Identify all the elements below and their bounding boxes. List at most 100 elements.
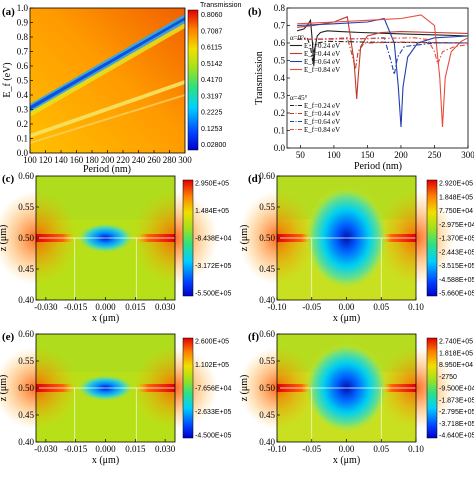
panel-e-x-tick-label: -0.030: [34, 444, 58, 454]
panel-f-colorbar-tick-label: -2.795E+05: [439, 409, 474, 416]
panel-e-y-ticks: 0.40 0.45 0.50 0.55 0.60: [18, 329, 39, 447]
panel-b-y-tick-label: 0.1: [274, 126, 285, 136]
panel-a-y-ticks: 0.0 0.1 0.2 0.3 0.4 0.5 0.6 0.7 0.8 0.9 1.0: [17, 3, 33, 158]
panel-b-x-tick-label: 50: [296, 150, 306, 160]
panel-a-x-tick-label: 100: [23, 155, 37, 165]
panel-d-colorbar-tick-label: 2.920E+05: [439, 181, 473, 188]
panel-f-colorbar-tick-label: -2750: [439, 374, 457, 381]
panel-d-x-ticks: -0.10 -0.05 0.00 0.05 0.10: [268, 297, 424, 312]
panel-f-x-tick-label: 0.00: [339, 444, 355, 454]
panel-a-colorbar-tick-label: 0.02800: [201, 142, 226, 149]
panel-e-x-tick-label: -0.015: [64, 444, 88, 454]
panel-a-x-tick-label: 240: [132, 155, 146, 165]
panel-b-y-tick-label: 0.6: [274, 38, 286, 48]
panel-a-colorbar: [187, 9, 199, 151]
panel-a-y-tick-label: 0.5: [17, 76, 29, 86]
panel-b: (b) 50 100 150 200 250 300 0.0 0.1 0.2 0.3 0.4 0.5…: [248, 3, 474, 172]
panel-a-x-tick-label: 260: [147, 155, 161, 165]
panel-d-y-tick-label: 0.50: [259, 233, 275, 243]
panel-b-frame: [286, 7, 469, 149]
panel-a-x-tick-label: 120: [39, 155, 53, 165]
panel-b-y-tick-label: 0.2: [274, 108, 285, 118]
panel-b-ylabel: Transmission: [254, 51, 265, 105]
panel-f-colorbar-tick-label: 8.950E+04: [439, 362, 473, 369]
panel-c-colorbar-tick-label: -8.438E+04: [195, 236, 231, 243]
panel-d-x-tick-label: -0.05: [302, 302, 321, 312]
panel-a-y-tick-label: 0.0: [17, 148, 29, 158]
panel-a-colorbar-tick-label: 0.2225: [201, 110, 223, 117]
panel-b-legend-entry: E_f=0.84 eV: [304, 66, 340, 74]
panel-f: (f) -0.10 -0.05 0.00 0.05 0.10 0.40 0.45 0.50 0.5…: [238, 329, 474, 466]
panel-b-x-tick-label: 150: [361, 150, 375, 160]
panel-a-colorbar-ticks: 0.8060 0.7087 0.6115 0.5142 0.4170 0.3197 0.22…: [201, 12, 226, 149]
panel-d-y-tick-label: 0.60: [259, 171, 275, 181]
panel-a-colorbar-tick-label: 0.5142: [201, 61, 223, 68]
panel-a-y-tick-label: 0.4: [17, 90, 29, 100]
panel-a-label: (a): [2, 6, 15, 18]
panel-d-ylabel: z (μm): [239, 225, 250, 252]
panel-a-x-tick-label: 180: [85, 155, 99, 165]
panel-e: (e)-0.030 -0.015 0.000 0.015 0.0300.400.450.…: [0, 329, 231, 466]
panel-c-ylabel: z (μm): [0, 225, 9, 252]
panel-f-x-tick-label: -0.10: [268, 444, 287, 454]
panel-d-x-tick-label: 0.00: [339, 302, 355, 312]
panel-d-x-tick-label: 0.10: [408, 302, 424, 312]
panel-d: (d) -0.10 -0.05 0.00 0.05 0.10 0.40 0.45 0.50 0.5…: [238, 171, 474, 324]
panel-f-colorbar: [426, 337, 438, 439]
panel-d-colorbar: [426, 179, 438, 297]
panel-c-x-tick-label: -0.015: [64, 302, 88, 312]
panel-a-x-ticks: 100 120 140 160 180 200 220 240 260 280 300: [23, 150, 192, 165]
panel-f-ylabel: z (μm): [239, 375, 250, 402]
panel-c-y-tick-label: 0.50: [18, 233, 34, 243]
panel-d-colorbar-tick-label: 7.750E+04: [439, 208, 473, 215]
panel-b-x-ticks: 50 100 150 200 250 300: [296, 145, 474, 160]
panel-d-colorbar-tick-label: -2.443E+05: [439, 249, 474, 256]
panel-d-xlabel: x (μm): [333, 313, 360, 324]
panel-a-colorbar-title: Transmission: [200, 2, 241, 9]
panel-f-x-tick-label: 0.10: [408, 444, 424, 454]
panel-b-legend-entry: E_f=0.44 eV: [304, 110, 340, 118]
panel-d-colorbar-tick-label: 1.848E+05: [439, 194, 473, 201]
panel-c-y-tick-label: 0.55: [18, 202, 34, 212]
panel-b-legend: α=0°E_f=0.24 eVE_f=0.44 eVE_f=0.64 eVE_f…: [290, 34, 340, 134]
panel-a-x-tick-label: 160: [70, 155, 84, 165]
panel-d-label: (d): [248, 173, 262, 185]
panel-a: (a) 100 120 140 160 180 200 220 240 260 280 300 0.…: [2, 2, 241, 175]
panel-e-label: (e): [2, 331, 15, 343]
panel-a-y-tick-label: 1.0: [17, 3, 29, 13]
panel-e-colorbar-tick-label: -4.500E+05: [195, 433, 231, 440]
panel-c-label: (c): [2, 173, 15, 185]
panel-e-colorbar-tick-label: -7.656E+04: [195, 386, 231, 393]
panel-f-y-tick-label: 0.60: [259, 329, 275, 339]
panel-a-colorbar-tick-label: 0.3197: [201, 93, 223, 100]
panel-f-y-ticks: 0.40 0.45 0.50 0.55 0.60: [259, 329, 280, 447]
panel-e-ylabel: z (μm): [0, 375, 9, 402]
panel-d-y-tick-label: 0.45: [259, 264, 275, 274]
panel-a-band-faint: [30, 94, 185, 144]
panel-a-band-secondary: [30, 80, 185, 138]
panel-a-colorbar-tick-label: 0.8060: [201, 12, 223, 19]
panel-b-legend-entry: E_f=0.64 eV: [304, 118, 340, 126]
panel-d-x-tick-label: -0.10: [268, 302, 287, 312]
panel-a-y-tick-label: 0.9: [17, 18, 29, 28]
panel-b-y-tick-label: 0.0: [274, 143, 286, 153]
panel-a-x-tick-label: 200: [101, 155, 115, 165]
panel-f-colorbar-tick-label: -1.873E+05: [439, 397, 474, 404]
panel-b-legend-entry: E_f=0.44 eV: [304, 50, 340, 58]
panel-a-y-tick-label: 0.2: [17, 119, 28, 129]
panel-a-y-tick-label: 0.3: [17, 105, 29, 115]
panel-a-xlabel: Period (nm): [83, 164, 131, 175]
panel-f-colorbar-tick-label: 1.818E+05: [439, 350, 473, 357]
panel-c-y-tick-label: 0.40: [18, 295, 34, 305]
panel-e-colorbar: [182, 337, 194, 439]
panel-b-legend-group-title: α=0°: [290, 34, 304, 42]
panel-e-colorbar-tick-label: 2.600E+05: [195, 339, 229, 346]
panel-e-x-tick-label: 0.000: [95, 444, 116, 454]
panel-c-x-tick-label: 0.030: [155, 302, 176, 312]
panel-c-colorbar: [182, 179, 194, 297]
panel-b-series: [296, 14, 469, 128]
panel-a-y-tick-label: 0.1: [17, 134, 28, 144]
panel-a-x-tick-label: 300: [178, 155, 192, 165]
panel-f-label: (f): [248, 331, 259, 343]
panel-a-x-tick-label: 140: [54, 155, 68, 165]
